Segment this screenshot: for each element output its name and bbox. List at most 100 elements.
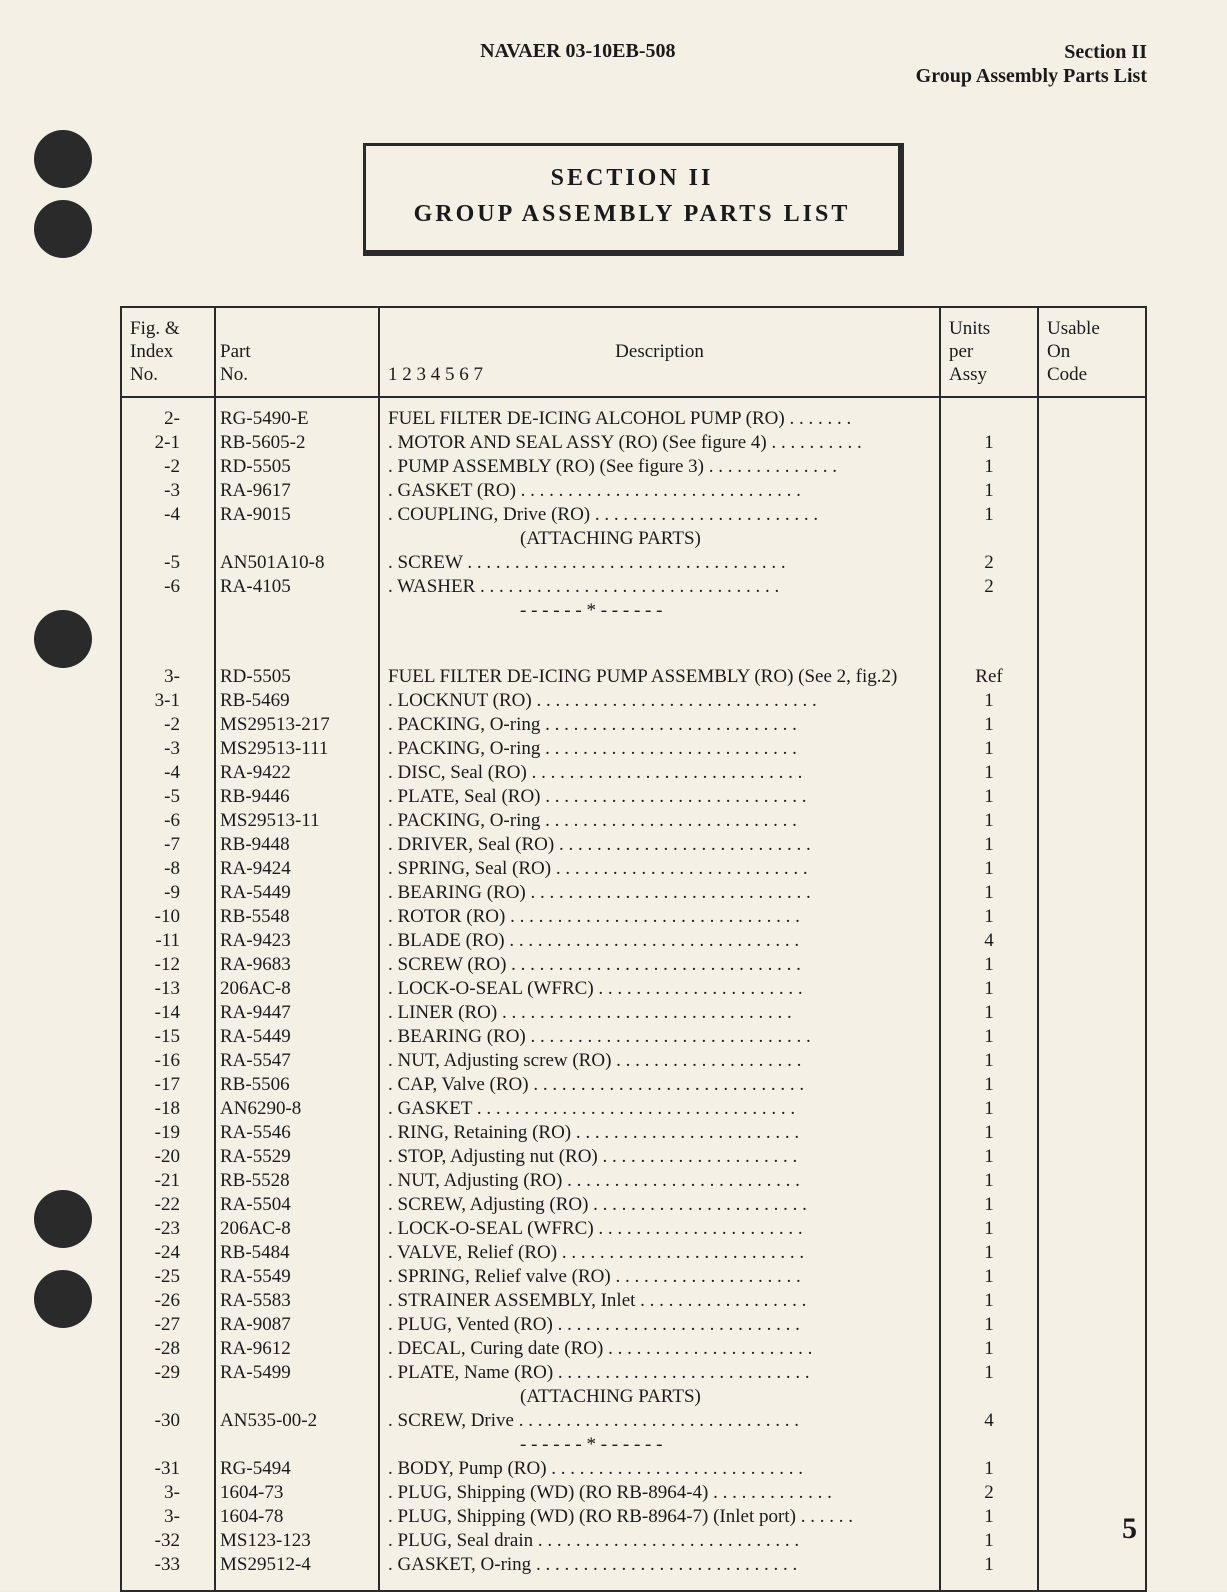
code-cell [1038, 1169, 1146, 1193]
desc-cell: . BEARING (RO) . . . . . . . . . . . . .… [379, 1025, 940, 1049]
units-cell: 2 [940, 551, 1038, 575]
code-cell [1038, 1217, 1146, 1241]
units-cell: 2 [940, 1481, 1038, 1505]
part-cell: RA-5549 [215, 1265, 379, 1289]
code-cell [1038, 551, 1146, 575]
table-row: 2-RG-5490-EFUEL FILTER DE-ICING ALCOHOL … [121, 397, 1146, 431]
table-row: -13206AC-8. LOCK-O-SEAL (WFRC) . . . . .… [121, 977, 1146, 1001]
part-cell: RA-5547 [215, 1049, 379, 1073]
idx-cell: -24 [121, 1241, 215, 1265]
idx-cell [121, 527, 215, 551]
code-cell [1038, 1265, 1146, 1289]
table-row: -32MS123-123. PLUG, Seal drain . . . . .… [121, 1529, 1146, 1553]
units-cell: 1 [940, 1289, 1038, 1313]
idx-cell: -5 [121, 785, 215, 809]
part-cell: 206AC-8 [215, 977, 379, 1001]
idx-cell: -22 [121, 1193, 215, 1217]
units-cell: 4 [940, 1409, 1038, 1433]
idx-cell: -5 [121, 551, 215, 575]
desc-cell: . SCREW, Drive . . . . . . . . . . . . .… [379, 1409, 940, 1433]
part-cell: RD-5505 [215, 455, 379, 479]
desc-cell: . BLADE (RO) . . . . . . . . . . . . . .… [379, 929, 940, 953]
idx-cell: -7 [121, 833, 215, 857]
idx-cell: 3- [121, 1481, 215, 1505]
part-cell: MS29513-111 [215, 737, 379, 761]
units-cell: 1 [940, 1313, 1038, 1337]
part-cell: RA-9447 [215, 1001, 379, 1025]
idx-cell: -6 [121, 575, 215, 599]
table-row: -11RA-9423. BLADE (RO) . . . . . . . . .… [121, 929, 1146, 953]
table-row: -28RA-9612. DECAL, Curing date (RO) . . … [121, 1337, 1146, 1361]
idx-cell: 3-1 [121, 689, 215, 713]
desc-cell: . NUT, Adjusting screw (RO) . . . . . . … [379, 1049, 940, 1073]
units-cell: 1 [940, 503, 1038, 527]
units-cell [940, 527, 1038, 551]
desc-cell: . GASKET (RO) . . . . . . . . . . . . . … [379, 479, 940, 503]
code-cell [1038, 1313, 1146, 1337]
units-cell: 1 [940, 1505, 1038, 1529]
units-cell: 1 [940, 785, 1038, 809]
desc-cell: . PACKING, O-ring . . . . . . . . . . . … [379, 713, 940, 737]
idx-cell: -3 [121, 737, 215, 761]
part-cell: 1604-73 [215, 1481, 379, 1505]
units-cell: 1 [940, 1361, 1038, 1385]
page-header: NAVAER 03-10EB-508 Section II Group Asse… [120, 40, 1147, 88]
table-row: -19RA-5546. RING, Retaining (RO) . . . .… [121, 1121, 1146, 1145]
col-units-header: UnitsperAssy [940, 307, 1038, 397]
desc-cell: . LOCK-O-SEAL (WFRC) . . . . . . . . . .… [379, 977, 940, 1001]
part-cell: RA-9683 [215, 953, 379, 977]
table-row: -17RB-5506. CAP, Valve (RO) . . . . . . … [121, 1073, 1146, 1097]
desc-cell: . SCREW (RO) . . . . . . . . . . . . . .… [379, 953, 940, 977]
code-cell [1038, 1361, 1146, 1385]
part-cell: 206AC-8 [215, 1217, 379, 1241]
table-row: -8RA-9424. SPRING, Seal (RO) . . . . . .… [121, 857, 1146, 881]
part-cell: RA-5529 [215, 1145, 379, 1169]
idx-cell: 3- [121, 665, 215, 689]
idx-cell: -21 [121, 1169, 215, 1193]
units-cell: 1 [940, 713, 1038, 737]
page-number: 5 [1122, 1512, 1137, 1546]
desc-cell: . BEARING (RO) . . . . . . . . . . . . .… [379, 881, 940, 905]
table-row: -31RG-5494. BODY, Pump (RO) . . . . . . … [121, 1457, 1146, 1481]
idx-cell: -25 [121, 1265, 215, 1289]
part-cell: MS123-123 [215, 1529, 379, 1553]
part-cell: RA-5546 [215, 1121, 379, 1145]
desc-cell: . PLUG, Seal drain . . . . . . . . . . .… [379, 1529, 940, 1553]
title-line-1: SECTION II [414, 160, 851, 196]
code-cell [1038, 1337, 1146, 1361]
code-cell [1038, 397, 1146, 431]
units-cell: Ref [940, 665, 1038, 689]
table-row: -9RA-5449. BEARING (RO) . . . . . . . . … [121, 881, 1146, 905]
idx-cell: -6 [121, 809, 215, 833]
units-cell: 1 [940, 833, 1038, 857]
idx-cell: -11 [121, 929, 215, 953]
units-cell: 1 [940, 809, 1038, 833]
desc-cell: . WASHER . . . . . . . . . . . . . . . .… [379, 575, 940, 599]
code-cell [1038, 689, 1146, 713]
code-cell [1038, 1385, 1146, 1409]
table-row: - - - - - - * - - - - - - [121, 1433, 1146, 1457]
units-cell: 1 [940, 905, 1038, 929]
idx-cell: -17 [121, 1073, 215, 1097]
desc-cell: . SCREW, Adjusting (RO) . . . . . . . . … [379, 1193, 940, 1217]
desc-cell: . BODY, Pump (RO) . . . . . . . . . . . … [379, 1457, 940, 1481]
code-cell [1038, 1025, 1146, 1049]
idx-cell: 2-1 [121, 431, 215, 455]
idx-cell: -14 [121, 1001, 215, 1025]
section-subtitle: Group Assembly Parts List [916, 64, 1147, 88]
part-cell: RB-5469 [215, 689, 379, 713]
idx-cell [121, 599, 215, 623]
title-box-wrap: SECTION II GROUP ASSEMBLY PARTS LIST [120, 143, 1147, 256]
code-cell [1038, 881, 1146, 905]
part-cell: RA-9612 [215, 1337, 379, 1361]
code-cell [1038, 1409, 1146, 1433]
idx-cell [121, 1385, 215, 1409]
table-row: -16RA-5547. NUT, Adjusting screw (RO) . … [121, 1049, 1146, 1073]
part-cell: RG-5490-E [215, 397, 379, 431]
table-row: -6MS29513-11. PACKING, O-ring . . . . . … [121, 809, 1146, 833]
units-cell: 1 [940, 431, 1038, 455]
table-row: -5AN501A10-8. SCREW . . . . . . . . . . … [121, 551, 1146, 575]
units-cell: 1 [940, 761, 1038, 785]
idx-cell: -4 [121, 503, 215, 527]
table-row: 3-1604-78. PLUG, Shipping (WD) (RO RB-89… [121, 1505, 1146, 1529]
